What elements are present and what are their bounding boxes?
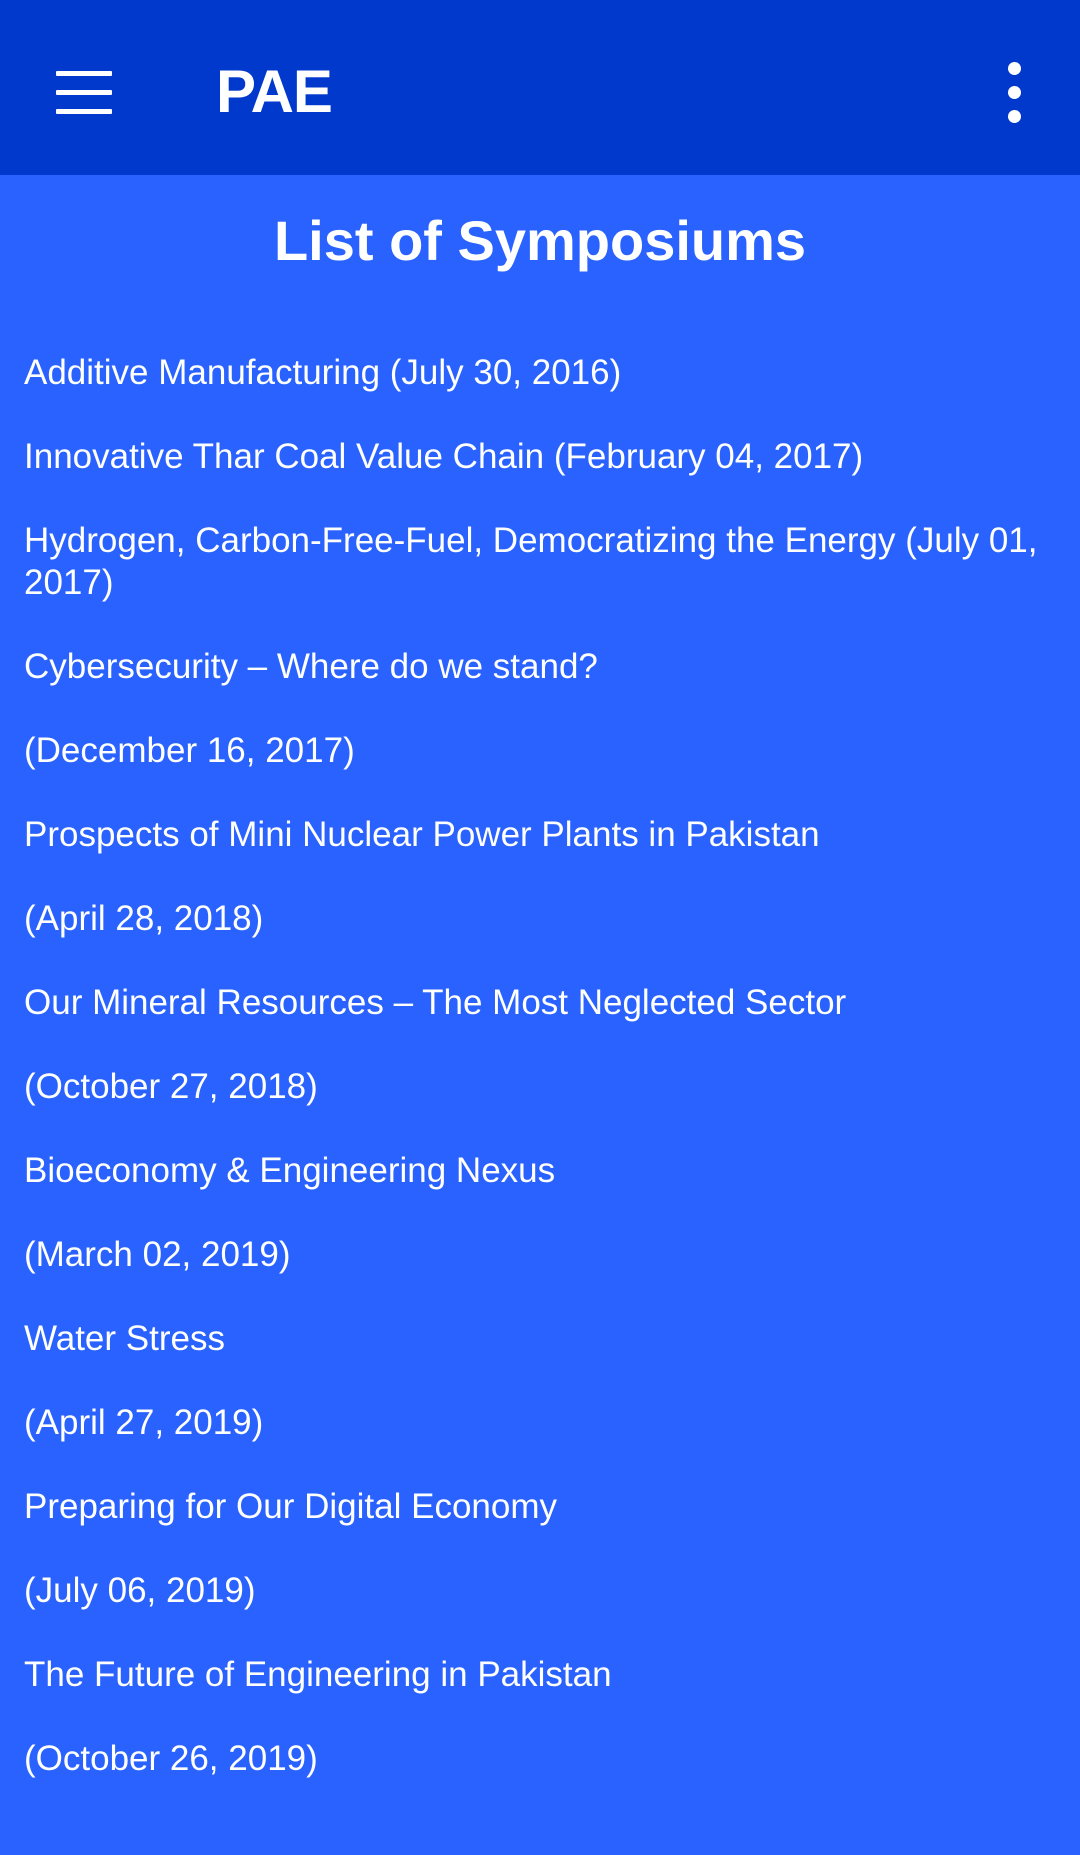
list-item: Additive Manufacturing (July 30, 2016) (24, 353, 622, 392)
list-item: (October 26, 2019) (24, 1739, 318, 1778)
list-item: Innovative Thar Coal Value Chain (Februa… (24, 437, 864, 476)
more-vertical-icon[interactable] (980, 48, 1048, 136)
list-item: Preparing for Our Digital Economy (24, 1487, 557, 1526)
list-item: Cybersecurity – Where do we stand? (24, 647, 598, 686)
list-item: The Future of Engineering in Pakistan (24, 1655, 612, 1694)
page-title: List of Symposiums (273, 209, 807, 272)
app-bar: PAE (0, 0, 1080, 175)
overflow-dot (1007, 109, 1021, 123)
list-item: (July 06, 2019) (24, 1571, 256, 1610)
hamburger-menu-icon[interactable] (40, 48, 128, 136)
list-item: Bioeconomy & Engineering Nexus (24, 1151, 556, 1190)
list-item: (April 28, 2018) (24, 899, 264, 938)
list-item: (October 27, 2018) (24, 1067, 318, 1106)
list-item: Our Mineral Resources – The Most Neglect… (24, 983, 847, 1022)
list-item: Water Stress (24, 1319, 225, 1358)
overflow-dot (1007, 85, 1021, 99)
symposium-list: Additive Manufacturing (July 30, 2016) I… (24, 352, 1060, 1822)
list-item: Hydrogen, Carbon-Free-Fuel, Democratizin… (24, 521, 1038, 602)
menu-bar (56, 108, 112, 114)
list-item: (April 27, 2019) (24, 1403, 264, 1442)
list-item: Prospects of Mini Nuclear Power Plants i… (24, 815, 820, 854)
list-item: (March 02, 2019) (24, 1235, 291, 1274)
menu-bar (56, 89, 112, 95)
list-item: (December 16, 2017) (24, 731, 355, 770)
menu-bar (56, 70, 112, 76)
overflow-dot (1007, 61, 1021, 75)
app-title: PAE (216, 58, 333, 125)
